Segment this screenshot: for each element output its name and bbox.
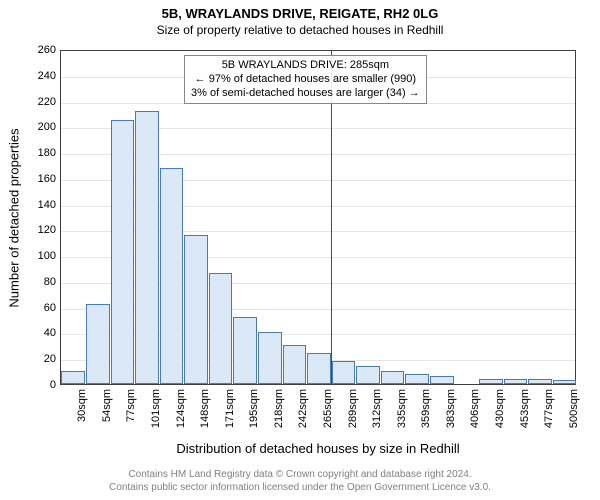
y-tick-label: 80 bbox=[44, 276, 56, 288]
y-tick-label: 240 bbox=[38, 70, 56, 82]
x-tick-label: 359sqm bbox=[420, 389, 432, 428]
histogram-bar bbox=[61, 371, 85, 384]
y-axis-label: Number of detached properties bbox=[7, 128, 22, 307]
y-tick-label: 220 bbox=[38, 96, 56, 108]
page-title: 5B, WRAYLANDS DRIVE, REIGATE, RH2 0LG bbox=[0, 0, 600, 21]
histogram-bar bbox=[184, 235, 208, 384]
x-tick-label: 383sqm bbox=[445, 389, 457, 428]
y-tick-label: 200 bbox=[38, 121, 56, 133]
y-tick-label: 0 bbox=[50, 379, 56, 391]
y-tick-label: 160 bbox=[38, 173, 56, 185]
histogram-bar bbox=[111, 120, 135, 384]
x-tick-label: 195sqm bbox=[248, 389, 260, 428]
x-tick-label: 500sqm bbox=[568, 389, 580, 428]
x-tick-label: 171sqm bbox=[224, 389, 236, 428]
y-tick-label: 180 bbox=[38, 147, 56, 159]
chart-container: 5B, WRAYLANDS DRIVE, REIGATE, RH2 0LG Si… bbox=[0, 0, 600, 500]
x-tick-label: 477sqm bbox=[543, 389, 555, 428]
y-tick-label: 120 bbox=[38, 224, 56, 236]
histogram-bar bbox=[405, 374, 429, 384]
annotation-line-3: 3% of semi-detached houses are larger (3… bbox=[191, 87, 420, 101]
histogram-bar bbox=[283, 345, 307, 384]
annotation-line-1: 5B WRAYLANDS DRIVE: 285sqm bbox=[191, 59, 420, 73]
x-tick-label: 289sqm bbox=[347, 389, 359, 428]
footer-line-1: Contains HM Land Registry data © Crown c… bbox=[0, 469, 600, 482]
y-tick-label: 260 bbox=[38, 44, 56, 56]
y-tick-label: 20 bbox=[44, 353, 56, 365]
histogram-bar bbox=[504, 379, 528, 384]
x-tick-label: 148sqm bbox=[199, 389, 211, 428]
x-tick-label: 406sqm bbox=[469, 389, 481, 428]
histogram-bar bbox=[307, 353, 331, 384]
histogram-bar bbox=[233, 317, 257, 384]
y-tick-label: 40 bbox=[44, 327, 56, 339]
footer-line-2: Contains public sector information licen… bbox=[0, 482, 600, 495]
y-tick-label: 140 bbox=[38, 199, 56, 211]
x-tick-label: 242sqm bbox=[297, 389, 309, 428]
histogram-bar bbox=[209, 273, 233, 384]
plot-area: 5B WRAYLANDS DRIVE: 285sqm← 97% of detac… bbox=[60, 50, 576, 385]
x-tick-label: 77sqm bbox=[125, 389, 137, 422]
x-tick-label: 453sqm bbox=[519, 389, 531, 428]
histogram-bar bbox=[430, 376, 454, 384]
x-tick-label: 101sqm bbox=[150, 389, 162, 428]
x-tick-label: 335sqm bbox=[396, 389, 408, 428]
x-tick-label: 30sqm bbox=[76, 389, 88, 422]
x-tick-label: 312sqm bbox=[371, 389, 383, 428]
histogram-bar bbox=[258, 332, 282, 384]
histogram-bar bbox=[553, 380, 577, 384]
annotation-line-2: ← 97% of detached houses are smaller (99… bbox=[191, 73, 420, 87]
histogram-bar bbox=[135, 111, 159, 384]
histogram-bar bbox=[86, 304, 110, 384]
histogram-bar bbox=[332, 361, 356, 384]
histogram-bar bbox=[160, 168, 184, 384]
histogram-bar bbox=[356, 366, 380, 384]
x-tick-label: 218sqm bbox=[273, 389, 285, 428]
x-tick-label: 265sqm bbox=[322, 389, 334, 428]
x-tick-label: 430sqm bbox=[494, 389, 506, 428]
x-tick-label: 54sqm bbox=[101, 389, 113, 422]
histogram-bar bbox=[381, 371, 405, 384]
y-tick-label: 60 bbox=[44, 302, 56, 314]
y-tick-label: 100 bbox=[38, 250, 56, 262]
x-axis-label: Distribution of detached houses by size … bbox=[60, 441, 576, 456]
annotation-box: 5B WRAYLANDS DRIVE: 285sqm← 97% of detac… bbox=[184, 55, 427, 104]
x-tick-label: 124sqm bbox=[175, 389, 187, 428]
footer-attribution: Contains HM Land Registry data © Crown c… bbox=[0, 469, 600, 494]
page-subtitle: Size of property relative to detached ho… bbox=[0, 21, 600, 37]
histogram-bar bbox=[479, 379, 503, 384]
histogram-bar bbox=[528, 379, 552, 384]
